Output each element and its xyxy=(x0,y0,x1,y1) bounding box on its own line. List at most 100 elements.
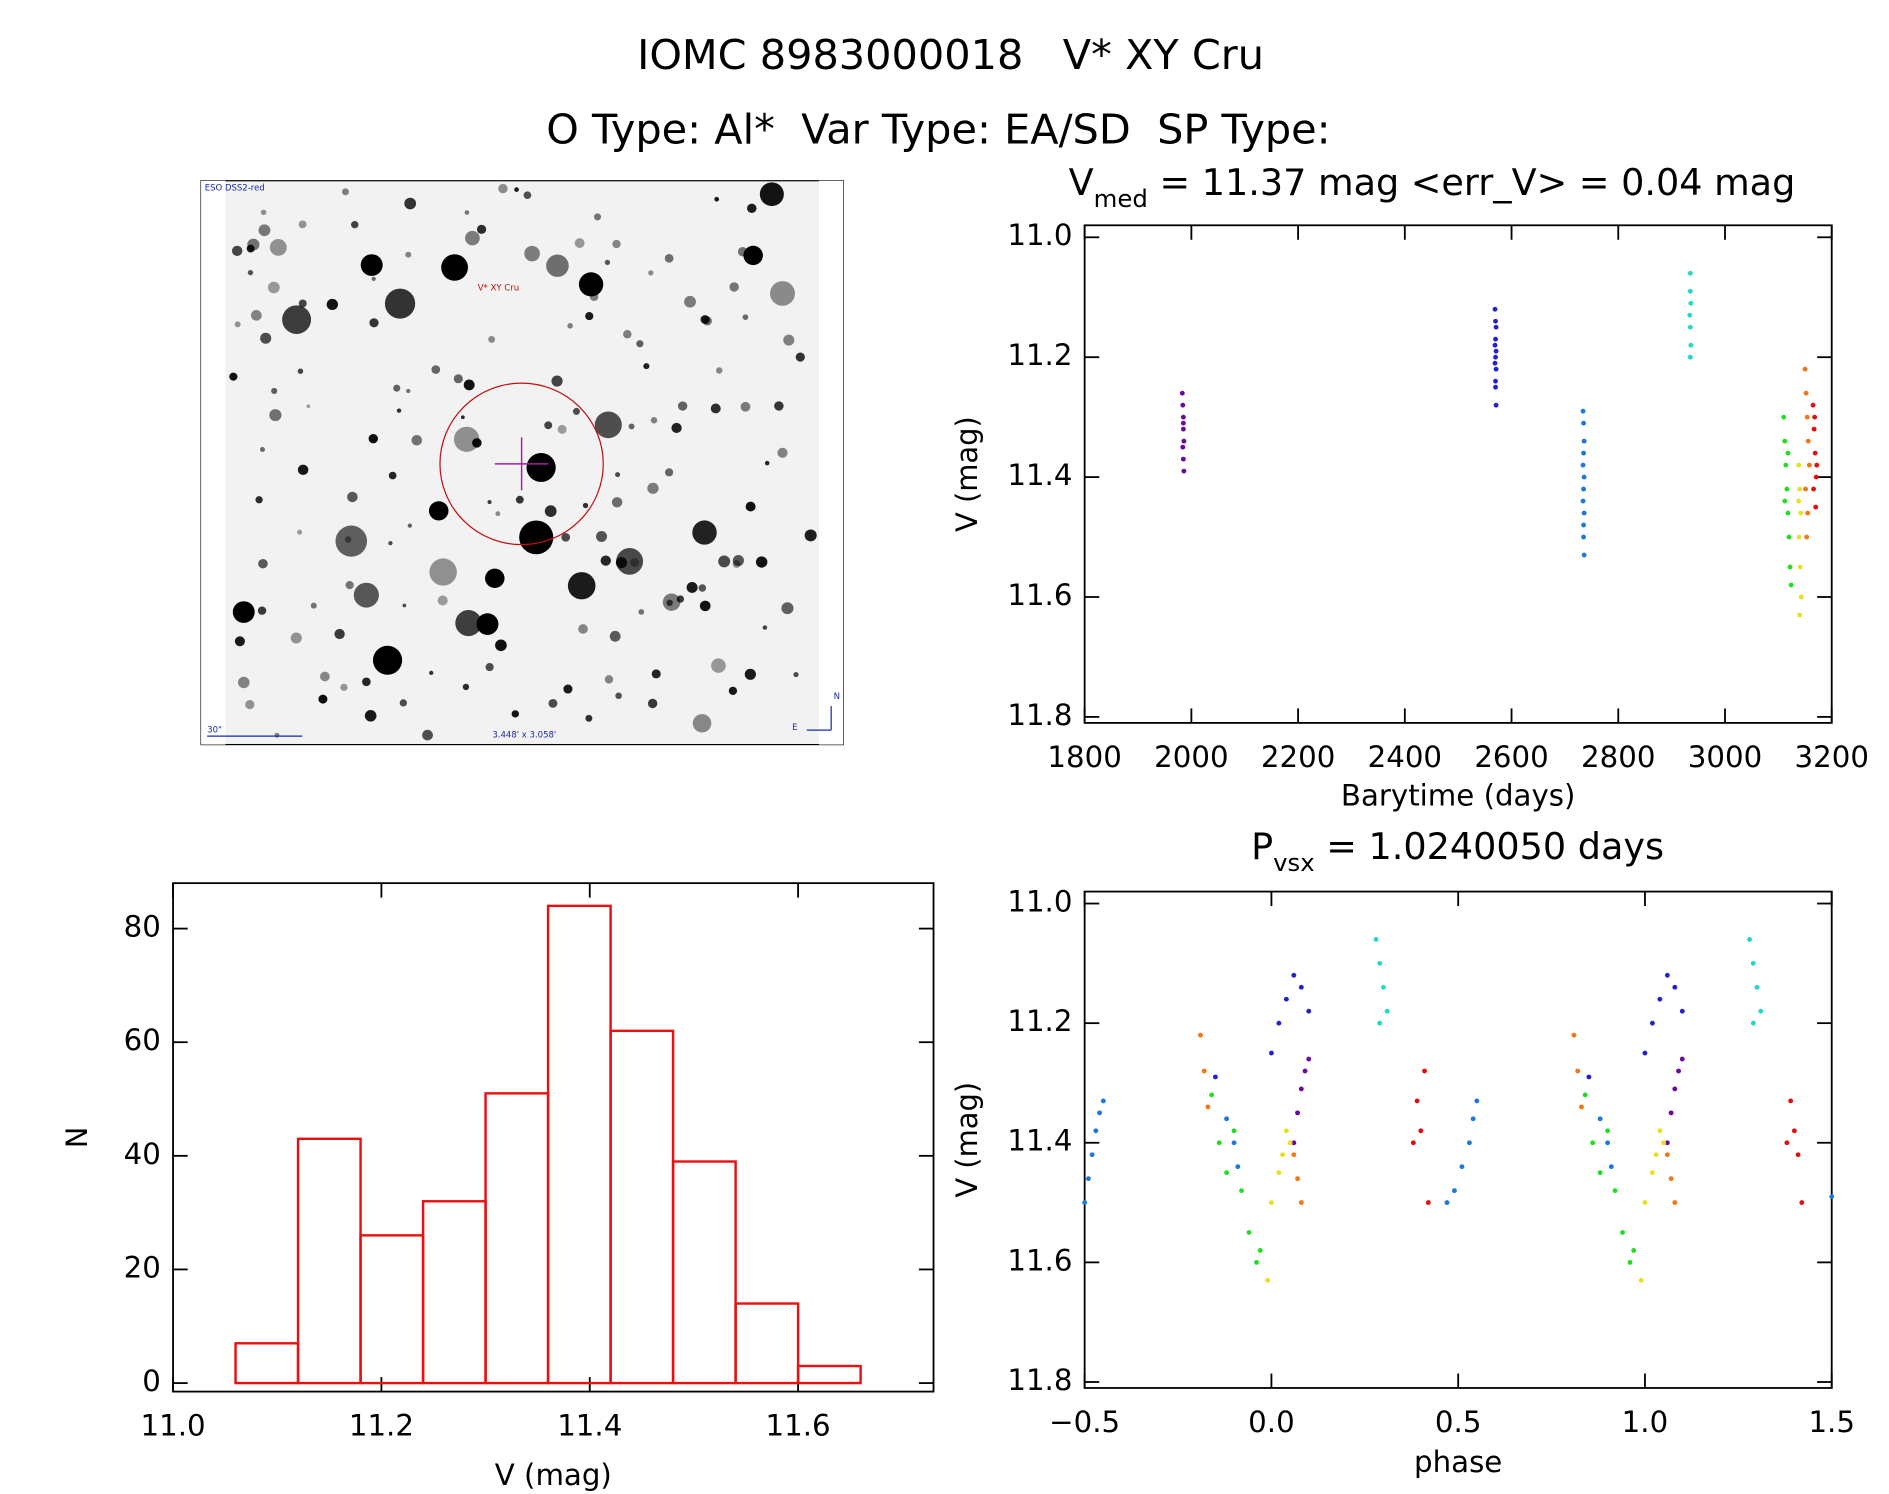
data-point xyxy=(1265,1277,1271,1283)
star xyxy=(793,671,799,678)
x-tick-label: 0.5 xyxy=(1435,1405,1482,1439)
star xyxy=(578,272,604,297)
data-point xyxy=(1580,498,1586,504)
data-point xyxy=(1796,462,1802,468)
compass-east: E xyxy=(792,722,797,732)
star xyxy=(747,203,757,214)
star xyxy=(282,305,312,334)
star xyxy=(616,548,644,575)
star xyxy=(623,330,632,339)
data-point xyxy=(1812,450,1818,456)
data-point xyxy=(1672,984,1678,990)
data-point xyxy=(1784,1140,1790,1146)
star xyxy=(519,520,554,555)
star xyxy=(257,606,267,615)
data-point xyxy=(1180,420,1186,426)
data-point xyxy=(1672,1086,1678,1092)
star xyxy=(692,520,717,545)
star xyxy=(755,556,768,568)
data-point xyxy=(1276,1020,1282,1026)
data-point xyxy=(1100,1098,1106,1104)
star xyxy=(628,423,635,430)
star xyxy=(464,210,470,215)
x-axis-label: Barytime (days) xyxy=(1341,779,1576,813)
data-point xyxy=(1664,972,1670,978)
data-point xyxy=(1796,534,1802,540)
x-tick-label: 1.5 xyxy=(1808,1405,1855,1439)
page-title: IOMC 8983000018 V* XY Cru xyxy=(637,31,1264,79)
star xyxy=(335,525,368,557)
star xyxy=(600,555,611,566)
data-point xyxy=(1627,1259,1633,1265)
star xyxy=(609,630,621,642)
y-tick-label: 11.8 xyxy=(1007,698,1072,732)
data-point xyxy=(1283,1128,1289,1134)
histogram-bar xyxy=(734,1302,800,1385)
data-point xyxy=(1579,1104,1584,1110)
title-main: P xyxy=(1251,825,1273,868)
data-point xyxy=(1459,1164,1465,1170)
data-point xyxy=(1642,1050,1648,1056)
star xyxy=(574,238,585,248)
data-point xyxy=(1268,1050,1274,1056)
star xyxy=(666,599,673,606)
star xyxy=(255,496,263,504)
star xyxy=(692,714,712,733)
star xyxy=(306,404,311,409)
star xyxy=(596,531,608,542)
data-point xyxy=(1474,1098,1480,1104)
star xyxy=(319,671,330,682)
star xyxy=(582,502,589,509)
star xyxy=(396,408,402,413)
data-point xyxy=(1581,534,1587,540)
star xyxy=(372,645,403,675)
data-point xyxy=(1750,1020,1756,1026)
data-point xyxy=(1804,414,1810,420)
y-tick-label: 11.2 xyxy=(1007,1004,1072,1038)
star xyxy=(441,254,468,281)
data-point xyxy=(1093,1128,1099,1134)
data-point xyxy=(1493,366,1499,372)
star xyxy=(711,658,726,673)
data-point xyxy=(1280,1152,1286,1158)
data-point xyxy=(1797,486,1803,492)
star xyxy=(267,281,280,294)
data-point xyxy=(1806,462,1812,468)
data-point xyxy=(1676,1068,1682,1074)
star xyxy=(422,729,433,741)
data-point xyxy=(1668,1110,1674,1116)
star xyxy=(431,365,441,374)
x-tick-label: 0.0 xyxy=(1248,1405,1295,1439)
x-axis-label: V (mag) xyxy=(495,1458,612,1492)
data-point xyxy=(1799,1200,1805,1205)
star xyxy=(651,669,661,679)
star xyxy=(485,568,505,588)
data-point xyxy=(1805,438,1811,444)
data-point xyxy=(1581,510,1587,516)
data-point xyxy=(1254,1259,1259,1265)
x-tick-label: 11.2 xyxy=(349,1409,414,1443)
data-point xyxy=(1782,498,1788,504)
data-point xyxy=(1224,1170,1230,1176)
y-axis-label: V (mag) xyxy=(950,1082,984,1198)
data-point xyxy=(1814,462,1820,468)
data-point xyxy=(1781,414,1787,420)
star xyxy=(345,581,354,590)
star xyxy=(429,558,457,586)
data-point xyxy=(1470,1116,1476,1122)
star xyxy=(351,221,359,229)
y-tick-label: 0 xyxy=(142,1364,161,1398)
histogram-bar xyxy=(234,1342,300,1385)
data-point xyxy=(1201,1068,1207,1074)
star xyxy=(407,523,413,528)
x-tick-label: 11.6 xyxy=(766,1409,831,1443)
data-point xyxy=(1605,1140,1611,1146)
data-point xyxy=(1492,306,1498,312)
x-tick-label: 2200 xyxy=(1261,740,1335,774)
star xyxy=(732,560,741,568)
star xyxy=(371,276,376,281)
data-point xyxy=(1802,366,1808,372)
plot-frame xyxy=(1083,224,1833,724)
star xyxy=(615,692,622,700)
data-point xyxy=(1638,1277,1644,1283)
